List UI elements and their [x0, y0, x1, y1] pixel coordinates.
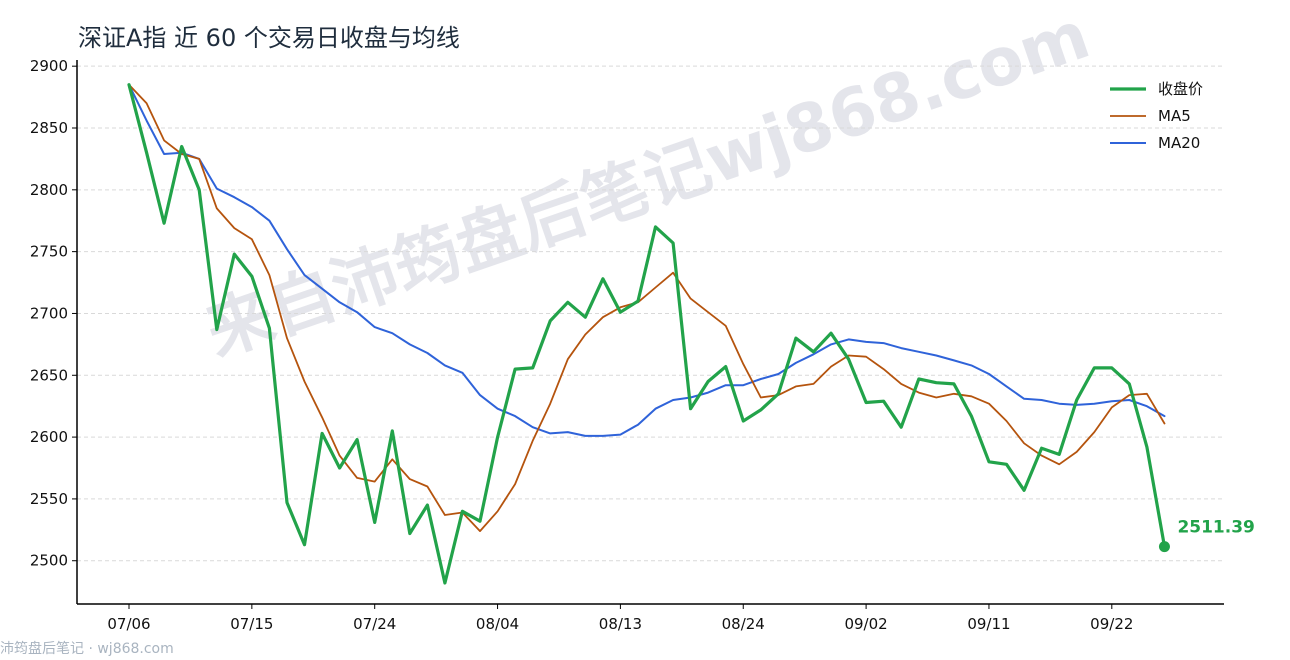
y-tick-label: 2500	[30, 552, 68, 570]
y-tick-label: 2650	[30, 366, 68, 384]
ma20-line	[128, 83, 1166, 437]
last-close-label: 2511.39	[1177, 518, 1254, 538]
y-tick-label: 2850	[30, 119, 68, 137]
legend-label-ma20: MA20	[1158, 134, 1200, 152]
chart-title: 深证A指 近 60 个交易日收盘与均线	[78, 24, 460, 52]
y-tick-label: 2900	[30, 57, 68, 75]
x-tick-label: 09/11	[967, 615, 1010, 633]
x-tick-label: 07/24	[353, 615, 396, 633]
footer-source-text: 沛筠盘后笔记 · wj868.com	[0, 641, 174, 657]
close-price-line	[127, 83, 1167, 585]
y-tick-label: 2550	[30, 490, 68, 508]
x-tick-label: 09/02	[844, 615, 887, 633]
watermark-text: 来自沛筠盘后笔记wj868.com	[197, 0, 1099, 371]
y-tick-label: 2800	[30, 181, 68, 199]
y-tick-label: 2750	[30, 243, 68, 261]
x-tick-label: 08/24	[722, 615, 765, 633]
y-tick-label: 2700	[30, 304, 68, 322]
legend-label-close-price: 收盘价	[1158, 80, 1203, 98]
x-tick-label: 08/13	[599, 615, 642, 633]
ma5-line	[128, 83, 1166, 532]
y-tick-label: 2600	[30, 428, 68, 446]
x-tick-label: 07/06	[107, 615, 150, 633]
x-tick-label: 08/04	[476, 615, 519, 633]
x-tick-label: 09/22	[1090, 615, 1133, 633]
x-tick-label: 07/15	[230, 615, 273, 633]
last-close-marker	[1158, 541, 1170, 553]
legend-label-ma5: MA5	[1158, 107, 1191, 125]
